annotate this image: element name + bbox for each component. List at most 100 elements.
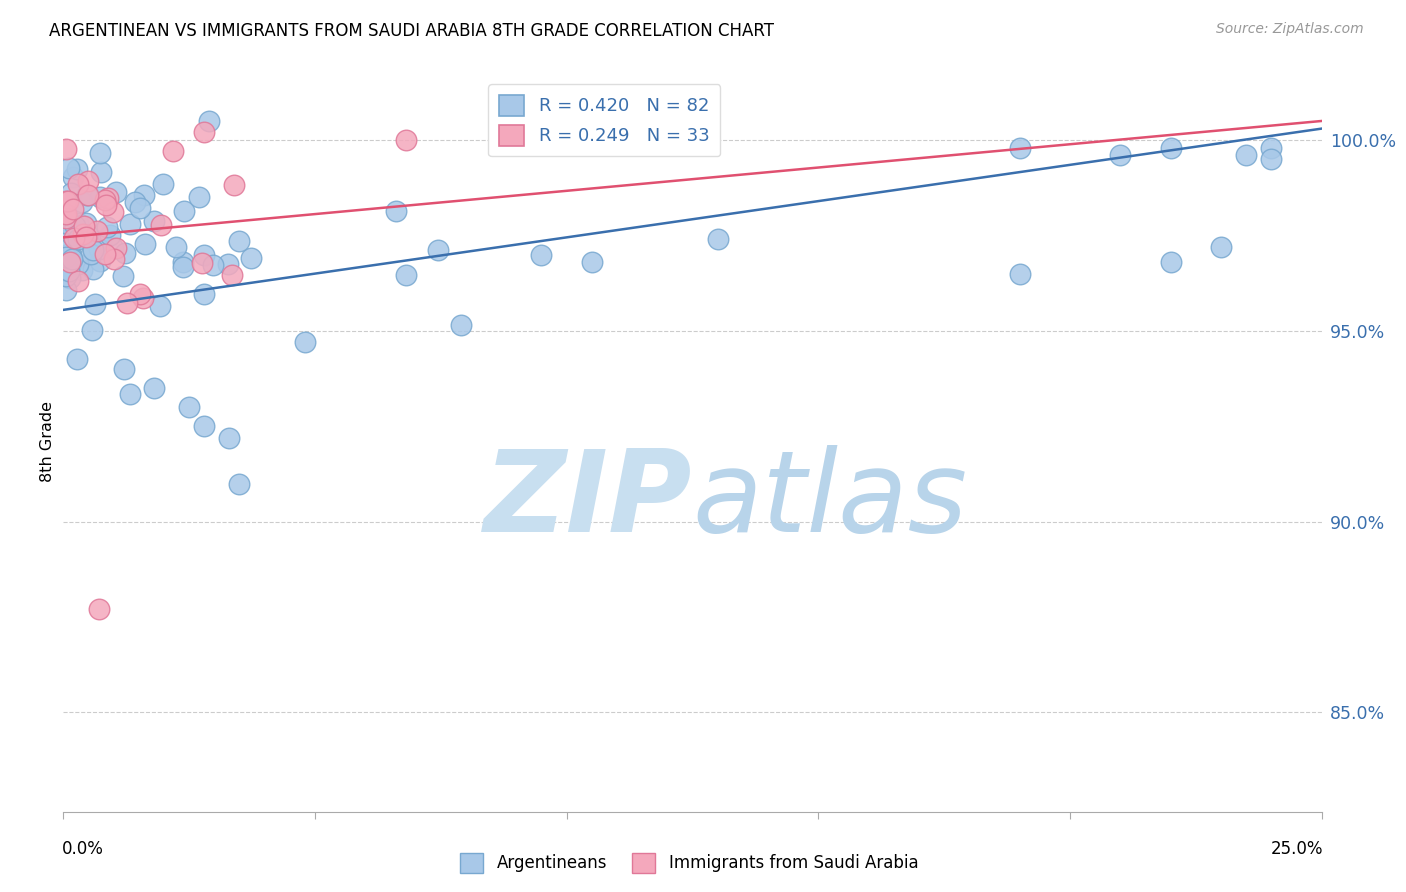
Point xyxy=(228,476,250,491)
Point xyxy=(128,201,150,215)
Point xyxy=(706,232,728,246)
Point xyxy=(58,264,80,278)
Point xyxy=(165,240,187,254)
Point xyxy=(62,202,84,216)
Point xyxy=(201,258,224,272)
Point xyxy=(62,170,84,185)
Point xyxy=(101,241,124,255)
Point xyxy=(294,335,316,350)
Point xyxy=(112,268,135,283)
Point xyxy=(221,268,243,283)
Point xyxy=(530,247,553,261)
Point xyxy=(63,231,86,245)
Y-axis label: 8th Grade: 8th Grade xyxy=(39,401,55,482)
Legend: R = 0.420   N = 82, R = 0.249   N = 33: R = 0.420 N = 82, R = 0.249 N = 33 xyxy=(488,84,720,156)
Point xyxy=(65,219,87,233)
Point xyxy=(76,188,98,202)
Point xyxy=(172,260,194,275)
Point xyxy=(173,204,195,219)
Point xyxy=(142,381,165,395)
Point xyxy=(84,297,107,311)
Point xyxy=(193,248,215,262)
Point xyxy=(1160,141,1182,155)
Point xyxy=(427,243,450,257)
Point xyxy=(94,246,117,260)
Point xyxy=(58,161,80,175)
Point xyxy=(89,189,111,203)
Point xyxy=(55,250,77,264)
Point xyxy=(59,270,82,285)
Point xyxy=(55,283,77,297)
Point xyxy=(70,263,93,277)
Point xyxy=(72,227,94,241)
Point xyxy=(394,268,416,283)
Point xyxy=(228,235,250,249)
Point xyxy=(60,252,83,266)
Point xyxy=(58,194,80,208)
Point xyxy=(105,185,128,199)
Point xyxy=(1260,141,1282,155)
Point xyxy=(217,257,239,271)
Point xyxy=(55,216,77,230)
Point xyxy=(224,178,246,192)
Point xyxy=(134,237,156,252)
Point xyxy=(172,255,194,269)
Point xyxy=(76,188,98,202)
Point xyxy=(450,318,472,332)
Point xyxy=(191,256,214,270)
Point xyxy=(581,255,603,269)
Point xyxy=(193,125,215,139)
Point xyxy=(66,274,89,288)
Point xyxy=(80,247,103,261)
Point xyxy=(218,431,240,445)
Point xyxy=(96,220,118,235)
Point xyxy=(90,164,112,178)
Point xyxy=(60,186,83,201)
Point xyxy=(66,256,89,270)
Point xyxy=(55,142,77,156)
Point xyxy=(179,400,201,414)
Point xyxy=(101,204,124,219)
Point xyxy=(89,145,111,160)
Point xyxy=(89,254,111,268)
Point xyxy=(1008,141,1031,155)
Point xyxy=(66,352,89,367)
Point xyxy=(1109,148,1132,162)
Point xyxy=(76,228,98,243)
Point xyxy=(1160,255,1182,269)
Text: ZIP: ZIP xyxy=(484,445,693,557)
Point xyxy=(73,219,96,233)
Point xyxy=(86,224,108,238)
Point xyxy=(55,217,77,231)
Point xyxy=(89,243,111,257)
Point xyxy=(55,194,77,209)
Point xyxy=(60,235,83,250)
Text: 25.0%: 25.0% xyxy=(1271,840,1323,858)
Point xyxy=(198,114,221,128)
Point xyxy=(87,602,110,616)
Point xyxy=(193,419,215,434)
Point xyxy=(67,232,90,246)
Point xyxy=(149,299,172,313)
Point xyxy=(59,256,82,270)
Point xyxy=(98,227,121,242)
Point xyxy=(82,323,104,337)
Point xyxy=(66,216,89,230)
Point xyxy=(118,387,141,401)
Point xyxy=(118,217,141,231)
Point xyxy=(1234,148,1257,162)
Point xyxy=(82,261,104,276)
Point xyxy=(59,246,82,260)
Text: Source: ZipAtlas.com: Source: ZipAtlas.com xyxy=(1216,22,1364,37)
Point xyxy=(117,295,139,310)
Point xyxy=(124,195,146,210)
Point xyxy=(66,161,89,176)
Point xyxy=(104,241,127,255)
Point xyxy=(60,228,83,243)
Point xyxy=(94,193,117,207)
Point xyxy=(67,177,90,191)
Point xyxy=(149,219,172,233)
Point xyxy=(94,198,117,212)
Point xyxy=(77,174,100,188)
Point xyxy=(132,291,155,305)
